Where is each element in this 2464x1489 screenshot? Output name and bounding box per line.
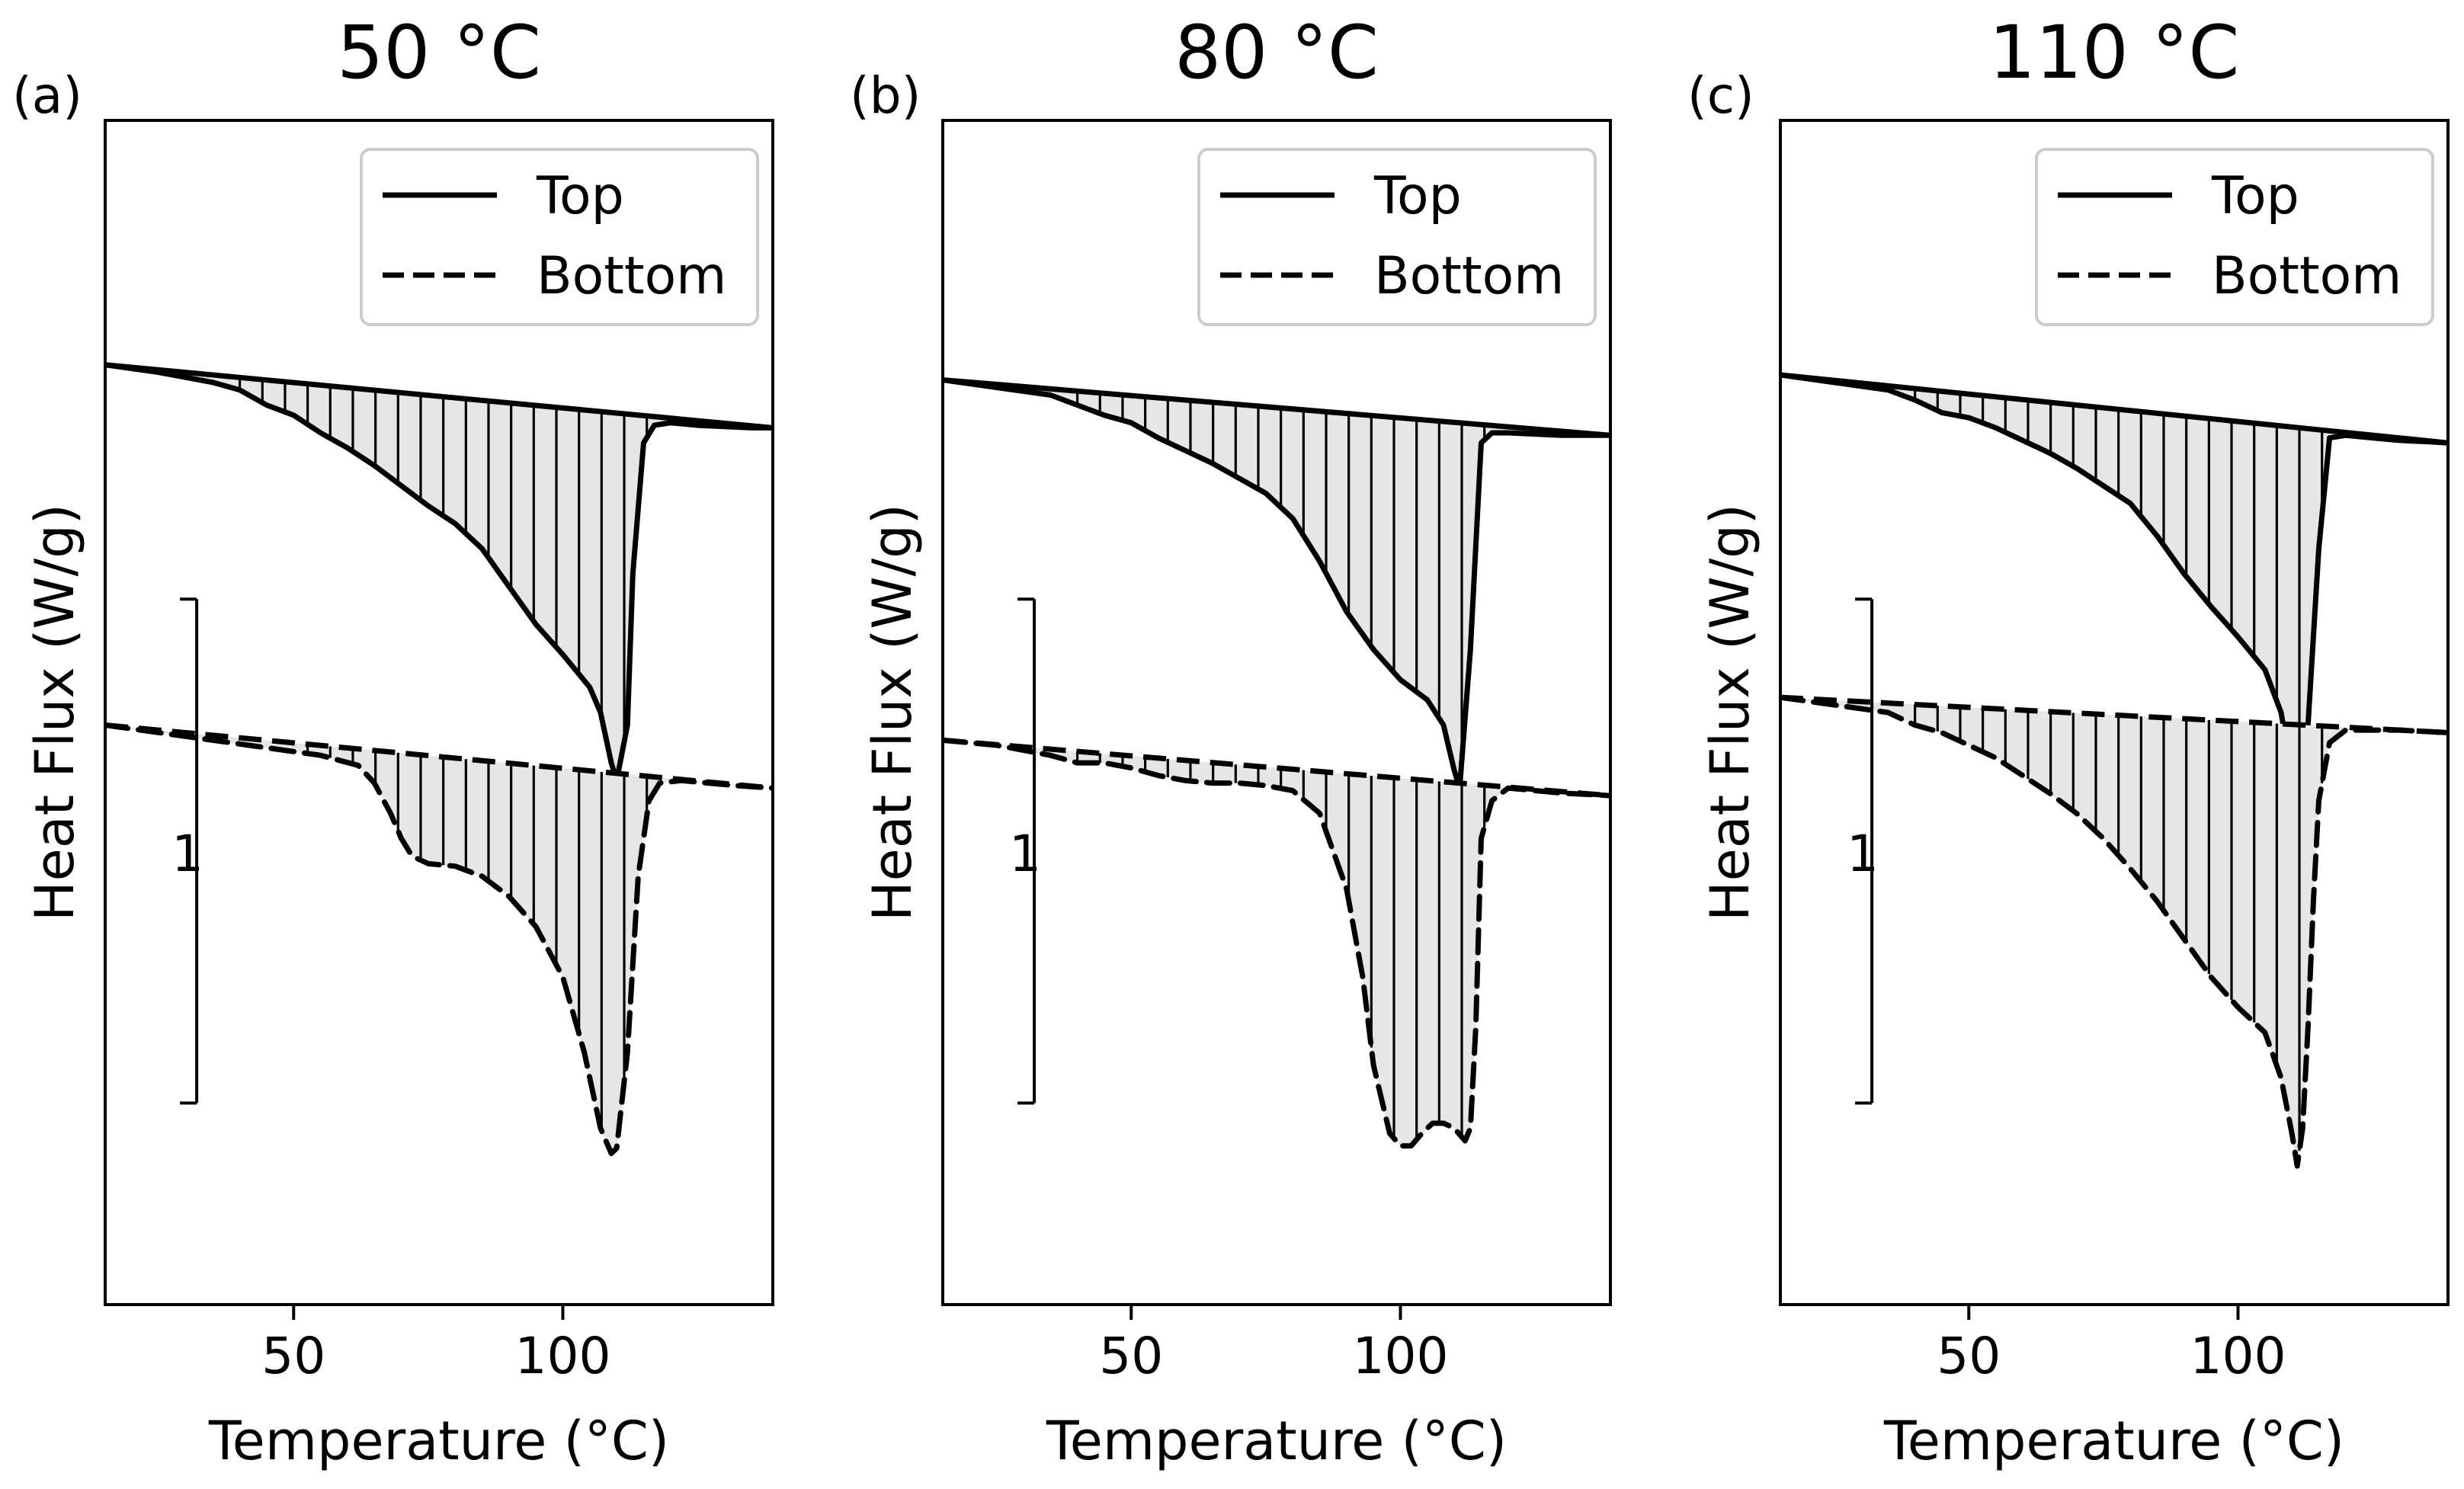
plot-area <box>943 377 1610 1149</box>
legend: Top Bottom <box>1197 148 1597 326</box>
bottom-series-line <box>1780 694 2448 1169</box>
scale-bar-label: 1 <box>1847 825 1879 883</box>
top-series-line <box>105 362 773 783</box>
x-axis-label: Temperature (°C) <box>1046 1410 1507 1472</box>
bottom-peak-area <box>1780 697 2448 1167</box>
plot-area <box>1780 372 2448 1169</box>
panel-b: 1 50 100 Temperature (°C) Heat Flux (W/g) 80 … <box>850 10 1612 1472</box>
panel-title: 110 °C <box>1989 10 2240 95</box>
panel-label: (c) <box>1687 66 1754 125</box>
plot-frame <box>941 119 1612 1306</box>
x-tick-label: 100 <box>514 1327 610 1385</box>
bottom-series-line <box>943 737 1610 1149</box>
top-baseline <box>943 377 1610 438</box>
legend-top-label: Top <box>2211 166 2299 226</box>
panel-a: 1 50 100 Temperature (°C) Heat Flux (W/g) 50 … <box>12 10 774 1472</box>
scale-bar-label: 1 <box>1009 825 1041 883</box>
y-axis-label: Heat Flux (W/g) <box>1699 504 1761 921</box>
panel-c: 1 50 100 Temperature (°C) Heat Flux (W/g) 110… <box>1687 10 2450 1472</box>
top-baseline <box>105 362 773 431</box>
bottom-baseline <box>105 722 773 791</box>
top-peak-area <box>943 379 1610 789</box>
legend-bottom-label: Bottom <box>537 246 726 306</box>
legend-top-label: Top <box>536 166 624 226</box>
x-tick-label: 50 <box>261 1327 325 1385</box>
bottom-baseline <box>943 737 1610 799</box>
top-baseline <box>1780 372 2448 446</box>
bottom-peak-area <box>105 725 773 1154</box>
x-tick-label: 100 <box>2190 1327 2286 1385</box>
bottom-peak-area <box>943 740 1610 1146</box>
plot-frame <box>104 119 774 1306</box>
y-axis-label: Heat Flux (W/g) <box>24 504 86 921</box>
panel-title: 50 °C <box>337 10 541 95</box>
bottom-series-line <box>105 722 773 1157</box>
top-series-line <box>943 377 1610 791</box>
y-axis-label: Heat Flux (W/g) <box>861 504 924 921</box>
x-axis-label: Temperature (°C) <box>208 1410 669 1472</box>
panel-label: (a) <box>12 66 82 125</box>
legend: Top Bottom <box>2035 148 2434 326</box>
x-tick-label: 100 <box>1352 1327 1448 1385</box>
x-tick-label: 50 <box>1937 1327 2001 1385</box>
legend-bottom-label: Bottom <box>1374 246 1564 306</box>
plot-area <box>105 362 773 1157</box>
scale-bar-label: 1 <box>171 825 203 883</box>
legend: Top Bottom <box>360 148 759 326</box>
bottom-baseline <box>1780 694 2448 735</box>
legend-top-label: Top <box>1373 166 1462 226</box>
scale-bar: 1 <box>1847 597 1879 1105</box>
top-peak-area <box>105 364 773 781</box>
top-series-line <box>1780 372 2448 791</box>
x-tick-label: 50 <box>1099 1327 1163 1385</box>
panel-title: 80 °C <box>1174 10 1379 95</box>
plot-frame <box>1779 119 2450 1306</box>
scale-bar: 1 <box>171 597 203 1105</box>
legend-bottom-label: Bottom <box>2212 246 2402 306</box>
top-peak-area <box>1780 374 2448 789</box>
scale-bar: 1 <box>1009 597 1041 1105</box>
x-axis-label: Temperature (°C) <box>1883 1410 2344 1472</box>
panel-label: (b) <box>850 66 921 125</box>
